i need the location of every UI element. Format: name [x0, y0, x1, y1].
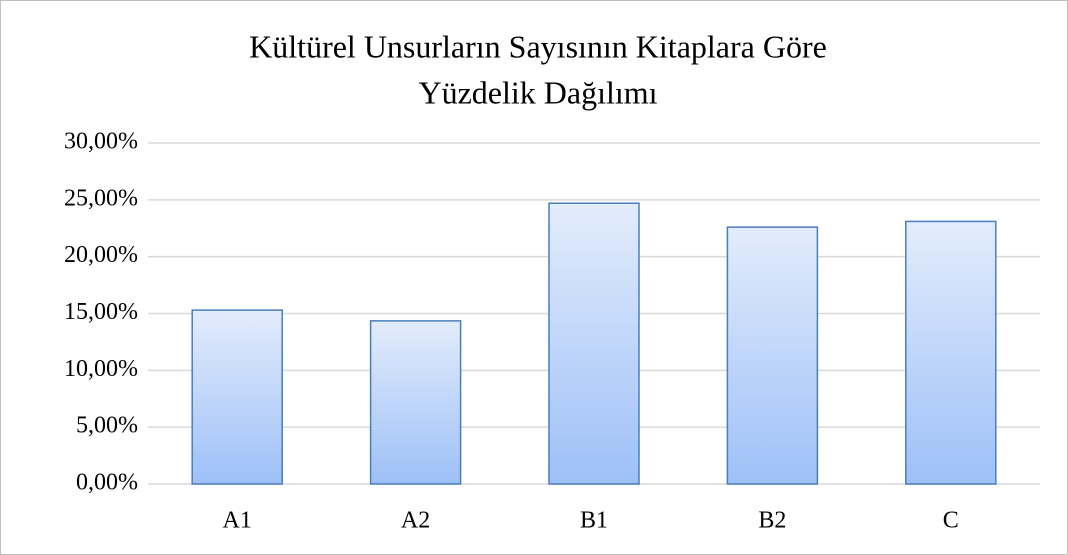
- chart-title: Yüzdelik Dağılımı: [418, 74, 657, 110]
- bar: [726, 226, 819, 485]
- x-tick-label: A1: [223, 508, 252, 534]
- bar: [548, 202, 640, 485]
- bar: [191, 309, 283, 485]
- x-tick-label: A2: [401, 508, 430, 534]
- chart-title: Kültürel Unsurların Sayısının Kitaplara …: [249, 28, 827, 64]
- y-tick-label: 10,00%: [64, 356, 138, 382]
- y-tick-label: 20,00%: [64, 242, 138, 268]
- x-tick-label: B1: [580, 508, 608, 534]
- y-tick-label: 30,00%: [64, 129, 138, 155]
- x-tick-label: C: [943, 508, 959, 534]
- y-tick-label: 25,00%: [64, 185, 138, 211]
- x-tick-label: B2: [758, 508, 786, 534]
- y-tick-label: 15,00%: [64, 299, 138, 325]
- bar: [905, 220, 997, 485]
- y-tick-label: 0,00%: [76, 470, 138, 496]
- y-tick-label: 5,00%: [76, 413, 138, 439]
- bar: [369, 320, 462, 485]
